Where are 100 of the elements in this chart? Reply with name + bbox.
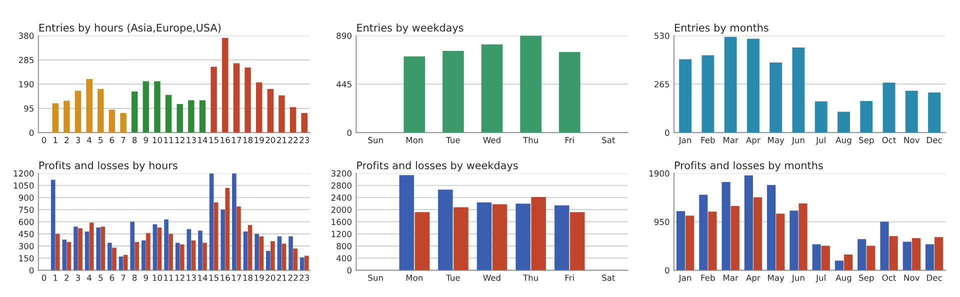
x-tick-label: Aug bbox=[836, 274, 852, 282]
y-tick-label: 445 bbox=[336, 81, 352, 88]
bar bbox=[55, 234, 60, 270]
bar bbox=[744, 175, 753, 270]
bar bbox=[753, 197, 762, 270]
bar bbox=[164, 219, 168, 270]
bar bbox=[699, 194, 708, 270]
chart-title: Entries by hours (Asia,Europe,USA) bbox=[39, 24, 221, 34]
bar bbox=[290, 107, 296, 133]
x-tick-label: 21 bbox=[277, 274, 286, 281]
bar bbox=[209, 173, 214, 270]
x-tick-label: 1 bbox=[54, 274, 58, 281]
bar bbox=[267, 88, 274, 133]
chart-title: Profits and losses by weekdays bbox=[357, 161, 518, 172]
bar bbox=[202, 242, 207, 270]
bar bbox=[414, 212, 430, 270]
bar bbox=[282, 244, 286, 270]
y-tick-label: 600 bbox=[18, 218, 34, 226]
bar bbox=[66, 242, 72, 270]
x-tick-label: Sep bbox=[859, 136, 874, 145]
bar bbox=[934, 237, 944, 270]
bar bbox=[722, 182, 730, 270]
y-tick-label: 300 bbox=[18, 243, 34, 250]
x-tick-label: Wed bbox=[483, 136, 500, 144]
x-tick-label: 10 bbox=[152, 274, 162, 281]
x-tick-label: Apr bbox=[746, 137, 760, 145]
bar bbox=[152, 224, 158, 270]
x-tick-label: Fri bbox=[565, 136, 574, 144]
x-tick-label: Tue bbox=[446, 137, 460, 144]
x-tick-label: 22 bbox=[288, 136, 298, 144]
x-tick-label: Thu bbox=[522, 274, 538, 281]
bar bbox=[191, 240, 196, 270]
bar bbox=[134, 242, 140, 270]
bar bbox=[454, 207, 468, 270]
x-tick-label: Dec bbox=[927, 137, 942, 144]
x-tick-label: 9 bbox=[144, 274, 148, 281]
x-tick-label: 9 bbox=[144, 136, 148, 144]
y-tick-label: 1600 bbox=[332, 218, 352, 226]
bar bbox=[481, 44, 503, 133]
x-tick-label: Feb bbox=[701, 274, 715, 281]
x-tick-label: 15 bbox=[209, 137, 218, 144]
bar bbox=[834, 260, 844, 270]
bar bbox=[120, 112, 126, 133]
x-tick-label: 5 bbox=[98, 137, 103, 144]
x-tick-label: 16 bbox=[220, 136, 230, 144]
bar bbox=[146, 233, 150, 270]
bar bbox=[222, 38, 228, 133]
x-tick-label: 16 bbox=[220, 274, 230, 281]
chart-title: Profits and losses by months bbox=[675, 161, 823, 172]
y-tick-label: 2400 bbox=[331, 194, 352, 201]
x-tick-label: 3 bbox=[76, 136, 80, 144]
y-tick-label: 530 bbox=[654, 32, 670, 39]
bar bbox=[301, 112, 308, 133]
y-tick-label: 0 bbox=[665, 130, 670, 136]
bar bbox=[767, 185, 776, 270]
y-tick-label: 1200 bbox=[332, 230, 352, 238]
bar bbox=[74, 90, 82, 133]
bar bbox=[882, 82, 896, 133]
bar bbox=[123, 254, 128, 270]
chart-title: Entries by weekdays bbox=[357, 24, 464, 34]
x-tick-label: 13 bbox=[186, 274, 196, 281]
bar bbox=[142, 240, 146, 270]
bar bbox=[300, 257, 304, 270]
bar bbox=[62, 240, 67, 270]
x-tick-label: 6 bbox=[110, 274, 114, 281]
x-tick-label: Dec bbox=[927, 274, 942, 281]
bar bbox=[866, 246, 876, 270]
x-tick-label: 0 bbox=[42, 136, 46, 144]
bar bbox=[492, 204, 508, 270]
bar bbox=[100, 226, 106, 270]
bar bbox=[130, 222, 134, 270]
x-tick-label: Aug bbox=[836, 137, 852, 145]
bar bbox=[442, 50, 464, 133]
y-tick-label: 750 bbox=[19, 206, 34, 213]
bar bbox=[254, 234, 259, 270]
x-tick-label: 2 bbox=[64, 274, 69, 281]
y-tick-label: 900 bbox=[18, 194, 34, 201]
x-tick-label: 18 bbox=[243, 136, 253, 144]
bar bbox=[220, 210, 226, 270]
bar bbox=[142, 81, 150, 133]
bar bbox=[74, 226, 78, 270]
y-tick-label: 0 bbox=[29, 130, 34, 136]
x-tick-label: Wed bbox=[483, 274, 500, 281]
x-tick-label: Sep bbox=[859, 274, 874, 282]
bar bbox=[86, 79, 92, 133]
x-tick-label: 4 bbox=[87, 274, 92, 281]
x-tick-label: 4 bbox=[87, 137, 92, 144]
x-tick-label: Tue bbox=[446, 274, 460, 281]
y-tick-label: 380 bbox=[18, 32, 34, 39]
bar bbox=[225, 188, 230, 270]
bar bbox=[792, 48, 805, 133]
x-tick-label: Fri bbox=[565, 274, 574, 281]
bar bbox=[912, 238, 920, 270]
chart-title: Profits and losses by hours bbox=[39, 161, 178, 172]
x-tick-label: 12 bbox=[175, 274, 184, 281]
bar bbox=[157, 227, 162, 270]
y-tick-label: 1900 bbox=[650, 170, 670, 177]
bar bbox=[236, 206, 241, 270]
bar bbox=[776, 214, 785, 270]
x-tick-label: Feb bbox=[701, 136, 715, 144]
